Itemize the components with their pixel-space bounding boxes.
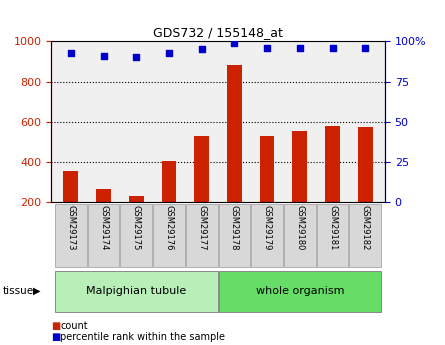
Bar — [153, 204, 185, 267]
Text: ■: ■ — [51, 321, 61, 331]
Point — [362, 45, 369, 51]
Text: percentile rank within the sample: percentile rank within the sample — [60, 333, 225, 342]
Bar — [349, 204, 381, 267]
Bar — [129, 196, 144, 202]
Text: whole organism: whole organism — [255, 286, 344, 296]
Text: ■: ■ — [51, 333, 61, 342]
Point — [198, 47, 205, 52]
Bar — [227, 66, 242, 202]
Bar — [162, 161, 176, 202]
Bar — [317, 204, 348, 267]
Text: GSM29181: GSM29181 — [328, 206, 337, 251]
Point — [67, 50, 74, 56]
Bar — [186, 204, 218, 267]
Text: GSM29180: GSM29180 — [295, 206, 304, 251]
Point — [133, 55, 140, 60]
Text: tissue: tissue — [2, 286, 33, 296]
Text: GSM29175: GSM29175 — [132, 206, 141, 251]
Bar — [55, 271, 218, 312]
Bar — [64, 171, 78, 202]
Bar — [358, 127, 372, 202]
Text: GSM29179: GSM29179 — [263, 206, 271, 251]
Point — [100, 53, 107, 59]
Bar — [218, 204, 250, 267]
Bar — [218, 271, 381, 312]
Bar — [55, 204, 87, 267]
Text: GSM29173: GSM29173 — [66, 206, 75, 251]
Bar — [284, 204, 316, 267]
Text: Malpighian tubule: Malpighian tubule — [86, 286, 186, 296]
Title: GDS732 / 155148_at: GDS732 / 155148_at — [153, 26, 283, 39]
Bar — [194, 136, 209, 202]
Text: GSM29174: GSM29174 — [99, 206, 108, 251]
Text: GSM29176: GSM29176 — [165, 206, 174, 251]
Point — [329, 45, 336, 51]
Text: GSM29178: GSM29178 — [230, 206, 239, 251]
Bar — [325, 126, 340, 202]
Bar — [260, 136, 275, 202]
Text: GSM29177: GSM29177 — [197, 206, 206, 251]
Bar — [121, 204, 152, 267]
Point — [231, 40, 238, 46]
Bar — [251, 204, 283, 267]
Point — [296, 45, 303, 51]
Text: ▶: ▶ — [33, 286, 40, 296]
Bar — [292, 131, 307, 202]
Bar — [96, 189, 111, 202]
Point — [166, 50, 173, 56]
Text: count: count — [60, 321, 88, 331]
Bar — [88, 204, 119, 267]
Text: GSM29182: GSM29182 — [361, 206, 370, 251]
Point — [263, 45, 271, 51]
